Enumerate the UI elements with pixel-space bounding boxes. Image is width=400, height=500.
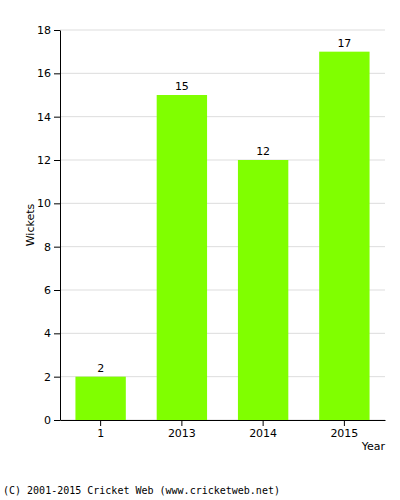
plot: 2 15 12 17 0 2 4 6 8 10 12 14 16 18 1 2013 2014 2015 bbox=[37, 24, 386, 440]
x-tick-label: 2013 bbox=[168, 427, 196, 440]
data-label: 15 bbox=[175, 80, 189, 93]
bar bbox=[238, 160, 288, 420]
y-tick: 18 bbox=[37, 24, 60, 37]
x-tick: 2015 bbox=[330, 420, 358, 440]
y-tick-mark bbox=[54, 73, 60, 74]
y-tick: 12 bbox=[37, 154, 60, 167]
x-tick-mark bbox=[344, 420, 345, 426]
y-tick-label: 2 bbox=[44, 371, 51, 384]
y-tick: 6 bbox=[44, 284, 60, 297]
bars bbox=[75, 52, 369, 420]
y-tick-mark bbox=[54, 377, 60, 378]
y-tick: 14 bbox=[37, 111, 60, 124]
x-tick-label: 2014 bbox=[249, 427, 277, 440]
y-tick-mark bbox=[54, 30, 60, 31]
y-tick-label: 6 bbox=[44, 284, 51, 297]
y-tick-mark bbox=[54, 333, 60, 334]
bar bbox=[319, 52, 369, 420]
y-tick-label: 10 bbox=[37, 197, 51, 210]
y-tick-mark bbox=[54, 203, 60, 204]
y-tick: 2 bbox=[44, 371, 60, 384]
y-tick: 4 bbox=[44, 327, 60, 340]
y-tick-label: 0 bbox=[44, 414, 51, 427]
data-label: 2 bbox=[97, 362, 104, 375]
x-axis-title: Year bbox=[361, 440, 386, 453]
y-axis-line bbox=[60, 31, 61, 421]
x-tick: 2014 bbox=[249, 420, 277, 440]
grid bbox=[60, 30, 385, 420]
y-tick-label: 4 bbox=[44, 327, 51, 340]
data-label: 12 bbox=[256, 145, 270, 158]
annotation: (C) 2001-2015 Cricket Web (www.cricketwe… bbox=[3, 485, 280, 496]
y-tick: 10 bbox=[37, 197, 60, 210]
y-tick: 8 bbox=[44, 241, 60, 254]
y-tick: 16 bbox=[37, 67, 60, 80]
y-tick: 0 bbox=[44, 414, 60, 427]
data-labels: 2 15 12 17 bbox=[97, 37, 351, 375]
x-tick-mark bbox=[181, 420, 182, 426]
chart: 2 15 12 17 0 2 4 6 8 10 12 14 16 18 1 2013 2014 2015Year W… bbox=[0, 0, 400, 500]
x-tick-mark bbox=[100, 420, 101, 426]
y-tick-label: 14 bbox=[37, 111, 51, 124]
x-axis: 1 2013 2014 2015 bbox=[61, 420, 386, 440]
x-tick-label: 2015 bbox=[330, 427, 358, 440]
x-axis-line bbox=[61, 420, 386, 421]
y-axis: 0 2 4 6 8 10 12 14 16 18 bbox=[37, 24, 61, 427]
y-tick-mark bbox=[54, 117, 60, 118]
y-tick-label: 16 bbox=[37, 67, 51, 80]
bar bbox=[157, 95, 207, 420]
x-tick-label: 1 bbox=[97, 427, 104, 440]
y-tick-label: 8 bbox=[44, 241, 51, 254]
y-tick-mark bbox=[54, 420, 60, 421]
y-tick-label: 12 bbox=[37, 154, 51, 167]
data-label: 17 bbox=[337, 37, 351, 50]
x-tick: 1 bbox=[97, 420, 104, 440]
bar bbox=[75, 377, 125, 420]
x-tick: 2013 bbox=[168, 420, 196, 440]
y-tick-label: 18 bbox=[37, 24, 51, 37]
y-tick-mark bbox=[54, 290, 60, 291]
y-tick-mark bbox=[54, 160, 60, 161]
y-tick-mark bbox=[54, 247, 60, 248]
grid-line bbox=[60, 30, 385, 31]
x-tick-mark bbox=[263, 420, 264, 426]
y-axis-title: Wickets bbox=[24, 203, 37, 246]
